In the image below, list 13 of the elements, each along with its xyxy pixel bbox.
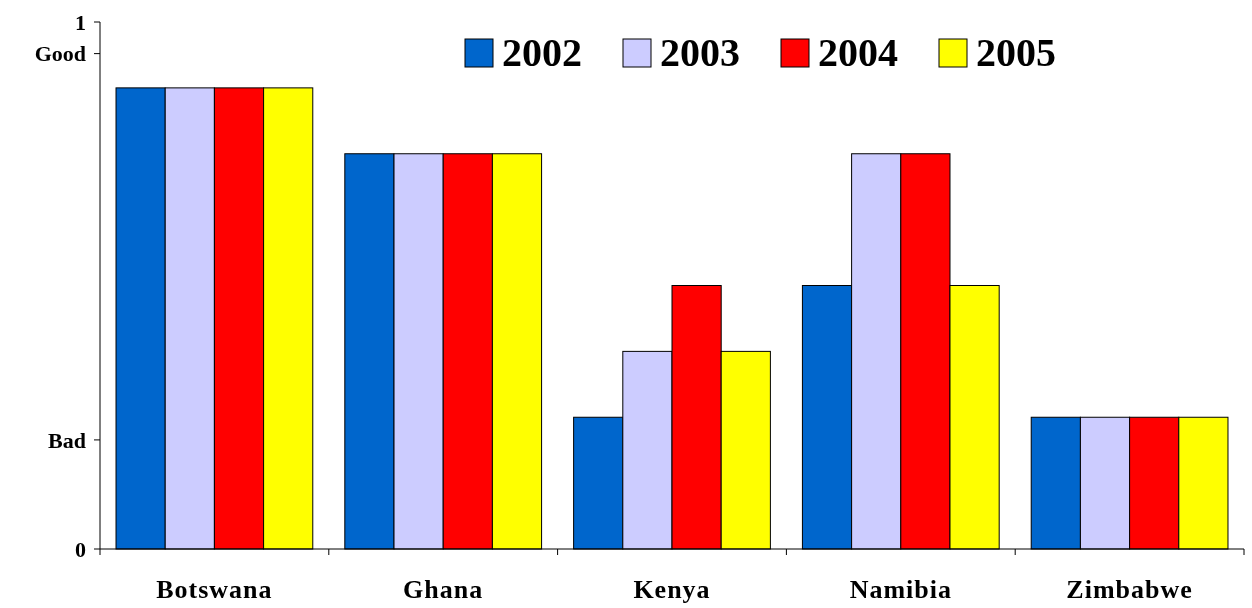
x-tick-label: Kenya <box>633 575 711 604</box>
y-tick-label: 1 <box>75 9 86 35</box>
x-tick-label: Namibia <box>849 575 952 604</box>
legend-label: 2005 <box>976 30 1056 75</box>
x-tick-label: Zimbabwe <box>1066 575 1193 604</box>
y-tick-label: Bad <box>48 427 86 453</box>
legend-label: 2002 <box>502 30 582 75</box>
x-tick-label: Ghana <box>403 575 484 604</box>
y-tick-label: Good <box>34 41 86 67</box>
legend-label: 2003 <box>660 30 740 75</box>
legend-label: 2004 <box>818 30 898 75</box>
y-tick-label: 0 <box>75 536 86 562</box>
x-tick-label: Botswana <box>156 575 273 604</box>
